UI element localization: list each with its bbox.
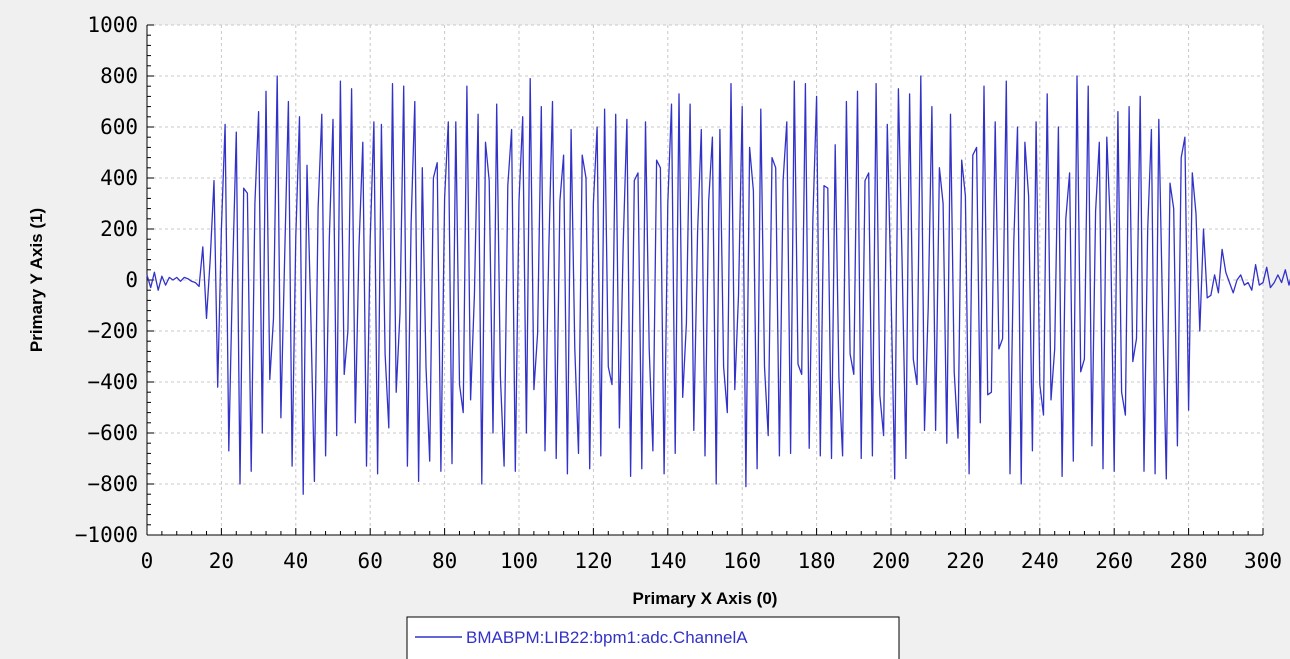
y-tick-label: −1000 [75, 523, 138, 547]
x-tick-label: 160 [723, 549, 761, 573]
series-layer [146, 75, 1290, 495]
x-tick-label: 200 [872, 549, 910, 573]
x-tick-label: 280 [1170, 549, 1208, 573]
x-tick-label: 260 [1095, 549, 1133, 573]
x-tick-label: 240 [1021, 549, 1059, 573]
x-tick-label: 40 [283, 549, 308, 573]
tick-labels: 0 20 40 60 80 100 120 140 160 180 200 220 240 260 280 3… [75, 13, 1282, 573]
y-tick-label: 1000 [87, 13, 138, 37]
y-tick-label: 0 [125, 268, 138, 292]
y-tick-label: 800 [100, 64, 138, 88]
y-tick-label: −800 [87, 472, 138, 496]
x-tick-label: 100 [500, 549, 538, 573]
y-axis-title: Primary Y Axis (1) [27, 208, 46, 352]
y-tick-label: 600 [100, 115, 138, 139]
y-tick-label: 200 [100, 217, 138, 241]
y-tick-label: −200 [87, 319, 138, 343]
x-tick-label: 120 [574, 549, 612, 573]
legend-label: BMABPM:LIB22:bpm1:adc.ChannelA [466, 628, 748, 647]
x-tick-label: 300 [1244, 549, 1282, 573]
x-tick-label: 220 [946, 549, 984, 573]
y-tick-label: 400 [100, 166, 138, 190]
x-tick-label: 20 [209, 549, 234, 573]
y-tick-label: −400 [87, 370, 138, 394]
legend: BMABPM:LIB22:bpm1:adc.ChannelA [406, 616, 900, 659]
axes [146, 24, 1264, 536]
legend-box [406, 616, 900, 659]
x-axis-title: Primary X Axis (0) [633, 589, 778, 608]
x-tick-label: 180 [798, 549, 836, 573]
series-line [146, 75, 1290, 495]
x-tick-label: 60 [358, 549, 383, 573]
x-tick-label: 0 [141, 549, 154, 573]
y-tick-label: −600 [87, 421, 138, 445]
x-tick-label: 140 [649, 549, 687, 573]
x-tick-label: 80 [432, 549, 457, 573]
gridlines [146, 24, 1264, 536]
